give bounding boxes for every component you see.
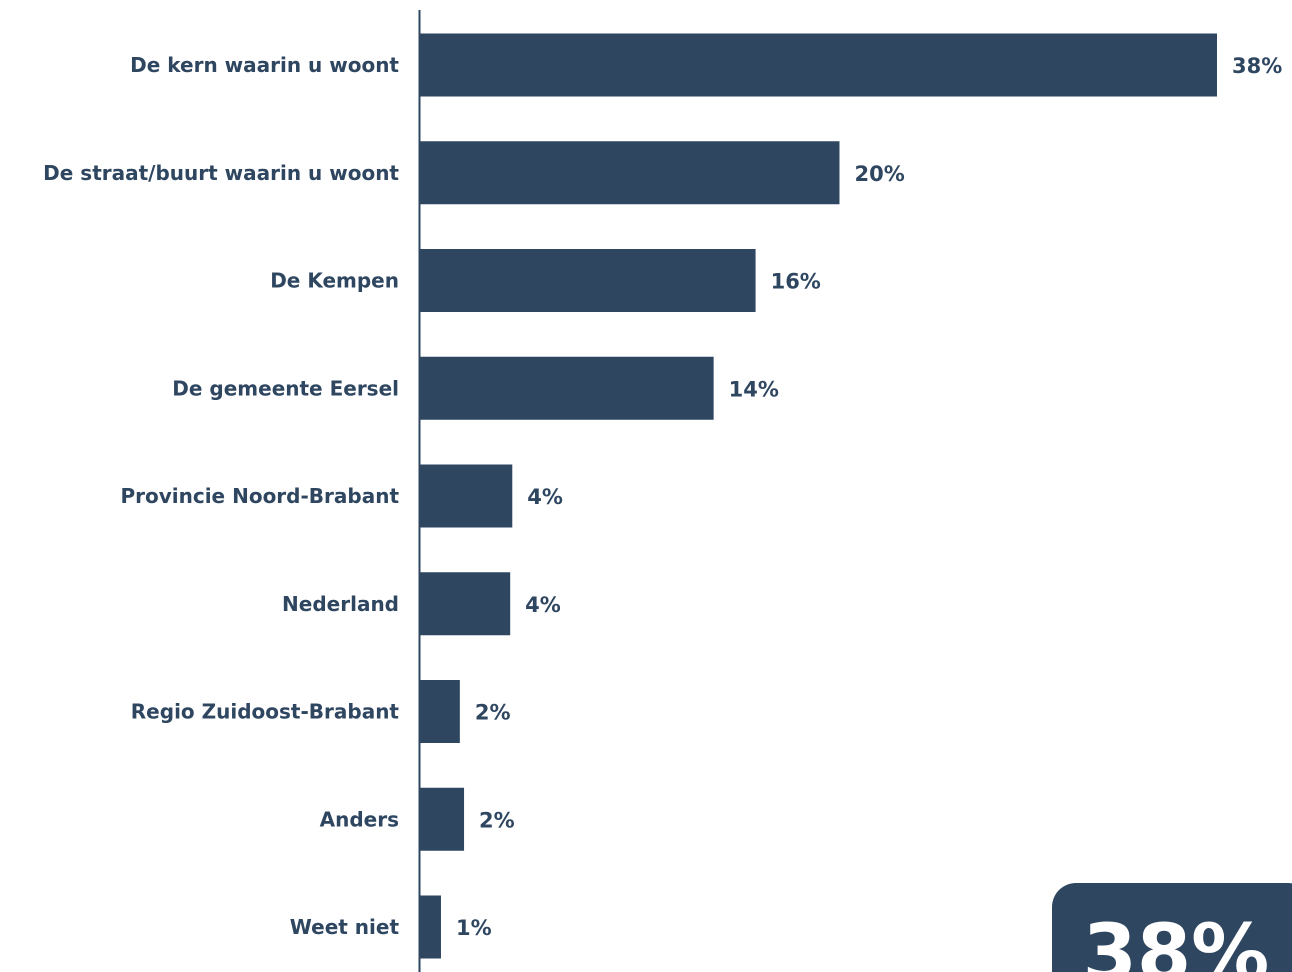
value-label: 14%	[729, 377, 779, 401]
bars	[420, 33, 1217, 959]
bar	[420, 572, 511, 636]
callout-value: 38%	[1083, 909, 1270, 972]
value-label: 1%	[456, 916, 492, 940]
value-label: 4%	[527, 485, 563, 509]
category-label: Provincie Noord-Brabant	[120, 484, 399, 508]
value-labels: 38% 20% 16% 14% 4% 4% 2% 2% 1%	[456, 54, 1282, 940]
value-label: 20%	[854, 162, 904, 186]
value-label: 2%	[479, 808, 515, 832]
bar	[420, 464, 513, 528]
value-label: 38%	[1232, 54, 1282, 78]
category-label: Weet niet	[290, 915, 400, 939]
category-labels: De kern waarin u woont De straat/buurt wa…	[43, 53, 399, 939]
category-label: De Kempen	[270, 269, 399, 293]
value-label: 4%	[525, 593, 561, 617]
bar	[420, 141, 840, 205]
category-label: De straat/buurt waarin u woont	[43, 161, 399, 185]
bar	[420, 33, 1217, 97]
category-label: Regio Zuidoost-Brabant	[131, 700, 400, 724]
highlight-callout: 38%	[1052, 883, 1292, 972]
callout-box	[1052, 883, 1292, 972]
bar	[420, 680, 460, 743]
bar	[420, 249, 756, 312]
category-label: De gemeente Eersel	[172, 376, 399, 400]
bar	[420, 787, 465, 851]
value-label: 2%	[475, 701, 511, 725]
category-label: Nederland	[282, 592, 399, 616]
bar	[420, 895, 441, 959]
value-label: 16%	[771, 270, 821, 294]
category-label: De kern waarin u woont	[130, 53, 399, 77]
category-label: Anders	[320, 807, 399, 831]
bar	[420, 356, 714, 420]
